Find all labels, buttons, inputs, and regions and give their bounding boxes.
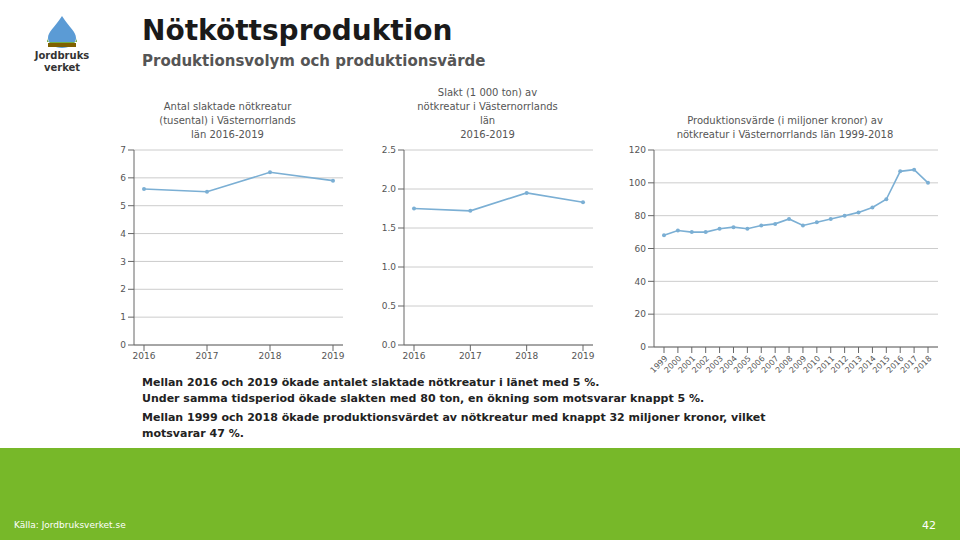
svg-text:20: 20 [635,309,647,319]
svg-text:2010: 2010 [801,354,823,375]
html-text:Slakt (1 000 ton) av: Slakt (1 000 ton) av [437,87,538,98]
svg-text:120: 120 [629,145,646,155]
svg-text:5: 5 [120,201,126,211]
html-text:län: län [479,115,496,126]
html-text:2016-2019: 2016-2019 [460,129,515,140]
svg-text:2016: 2016 [133,351,156,361]
svg-text:80: 80 [635,211,647,221]
html-text:län 2016-2019: län 2016-2019 [191,129,264,140]
svg-text:2018: 2018 [515,351,538,361]
svg-text:2017: 2017 [898,354,920,375]
svg-text:2.0: 2.0 [382,184,397,194]
html-text:(tusental) i Västernorrlands: (tusental) i Västernorrlands [159,115,296,126]
svg-text:4: 4 [120,229,126,239]
svg-text:2001: 2001 [676,354,698,375]
svg-text:2016: 2016 [884,354,906,375]
html-text:Källa: Jordbruksverket.se: Källa: Jordbruksverket.se [14,520,126,530]
svg-text:2017: 2017 [459,351,482,361]
html-text:Antal slaktade nötkreatur: Antal slaktade nötkreatur [163,101,292,112]
svg-text:7: 7 [120,145,126,155]
svg-text:2016: 2016 [403,351,426,361]
svg-text:2005: 2005 [732,354,753,375]
svg-text:100: 100 [629,178,646,188]
svg-text:2012: 2012 [829,354,851,375]
svg-text:2006: 2006 [745,354,767,375]
svg-text:1999: 1999 [648,354,670,375]
svg-text:0: 0 [640,342,646,352]
html-text:Produktionsvolym och produktio: Produktionsvolym och produktionsvärde [142,52,486,70]
svg-text:1: 1 [120,312,126,322]
html-text:Nötköttsproduktion: Nötköttsproduktion [142,14,453,47]
svg-text:2018: 2018 [913,354,934,375]
svg-text:2018: 2018 [259,351,282,361]
svg-text:0.0: 0.0 [382,340,397,350]
svg-text:2008: 2008 [773,354,795,375]
html-text:Mellan 1999 och 2018 ökade pro: Mellan 1999 och 2018 ökade produktionsvä… [142,411,766,440]
svg-text:2019: 2019 [572,351,595,361]
svg-text:2014: 2014 [857,354,878,375]
html-text:Produktionsvärde (i miljoner k: Produktionsvärde (i miljoner kronor) av [687,115,883,126]
svg-text:0: 0 [120,340,126,350]
svg-text:1.0: 1.0 [382,262,397,272]
svg-text:3: 3 [120,257,126,267]
svg-text:6: 6 [120,173,126,183]
svg-text:2003: 2003 [704,354,725,375]
svg-text:2019: 2019 [322,351,345,361]
svg-text:2011: 2011 [815,354,837,375]
svg-text:2009: 2009 [787,354,809,375]
svg-text:2017: 2017 [196,351,219,361]
svg-text:2: 2 [120,284,126,294]
html-text:Jordbruks verket: Jordbruks verket [34,50,90,73]
svg-text:2004: 2004 [718,354,739,375]
svg-text:40: 40 [635,277,647,287]
svg-text:2007: 2007 [759,354,781,375]
svg-text:2000: 2000 [662,354,684,375]
svg-text:2013: 2013 [843,354,864,375]
svg-text:60: 60 [635,244,647,254]
html-text:nötkreatur i Västernorrlands: nötkreatur i Västernorrlands [417,101,558,112]
svg-text:1.5: 1.5 [382,223,396,233]
html-text:nötkreatur i Västernorrlands l: nötkreatur i Västernorrlands län 1999-20… [676,129,894,140]
html-text:Mellan 2016 och 2019 ökade ant: Mellan 2016 och 2019 ökade antalet slakt… [142,376,705,405]
svg-text:0.5: 0.5 [382,301,396,311]
svg-text:2.5: 2.5 [382,145,396,155]
html-text:42: 42 [922,519,936,532]
svg-text:2015: 2015 [871,354,892,375]
svg-text:2002: 2002 [690,354,712,375]
